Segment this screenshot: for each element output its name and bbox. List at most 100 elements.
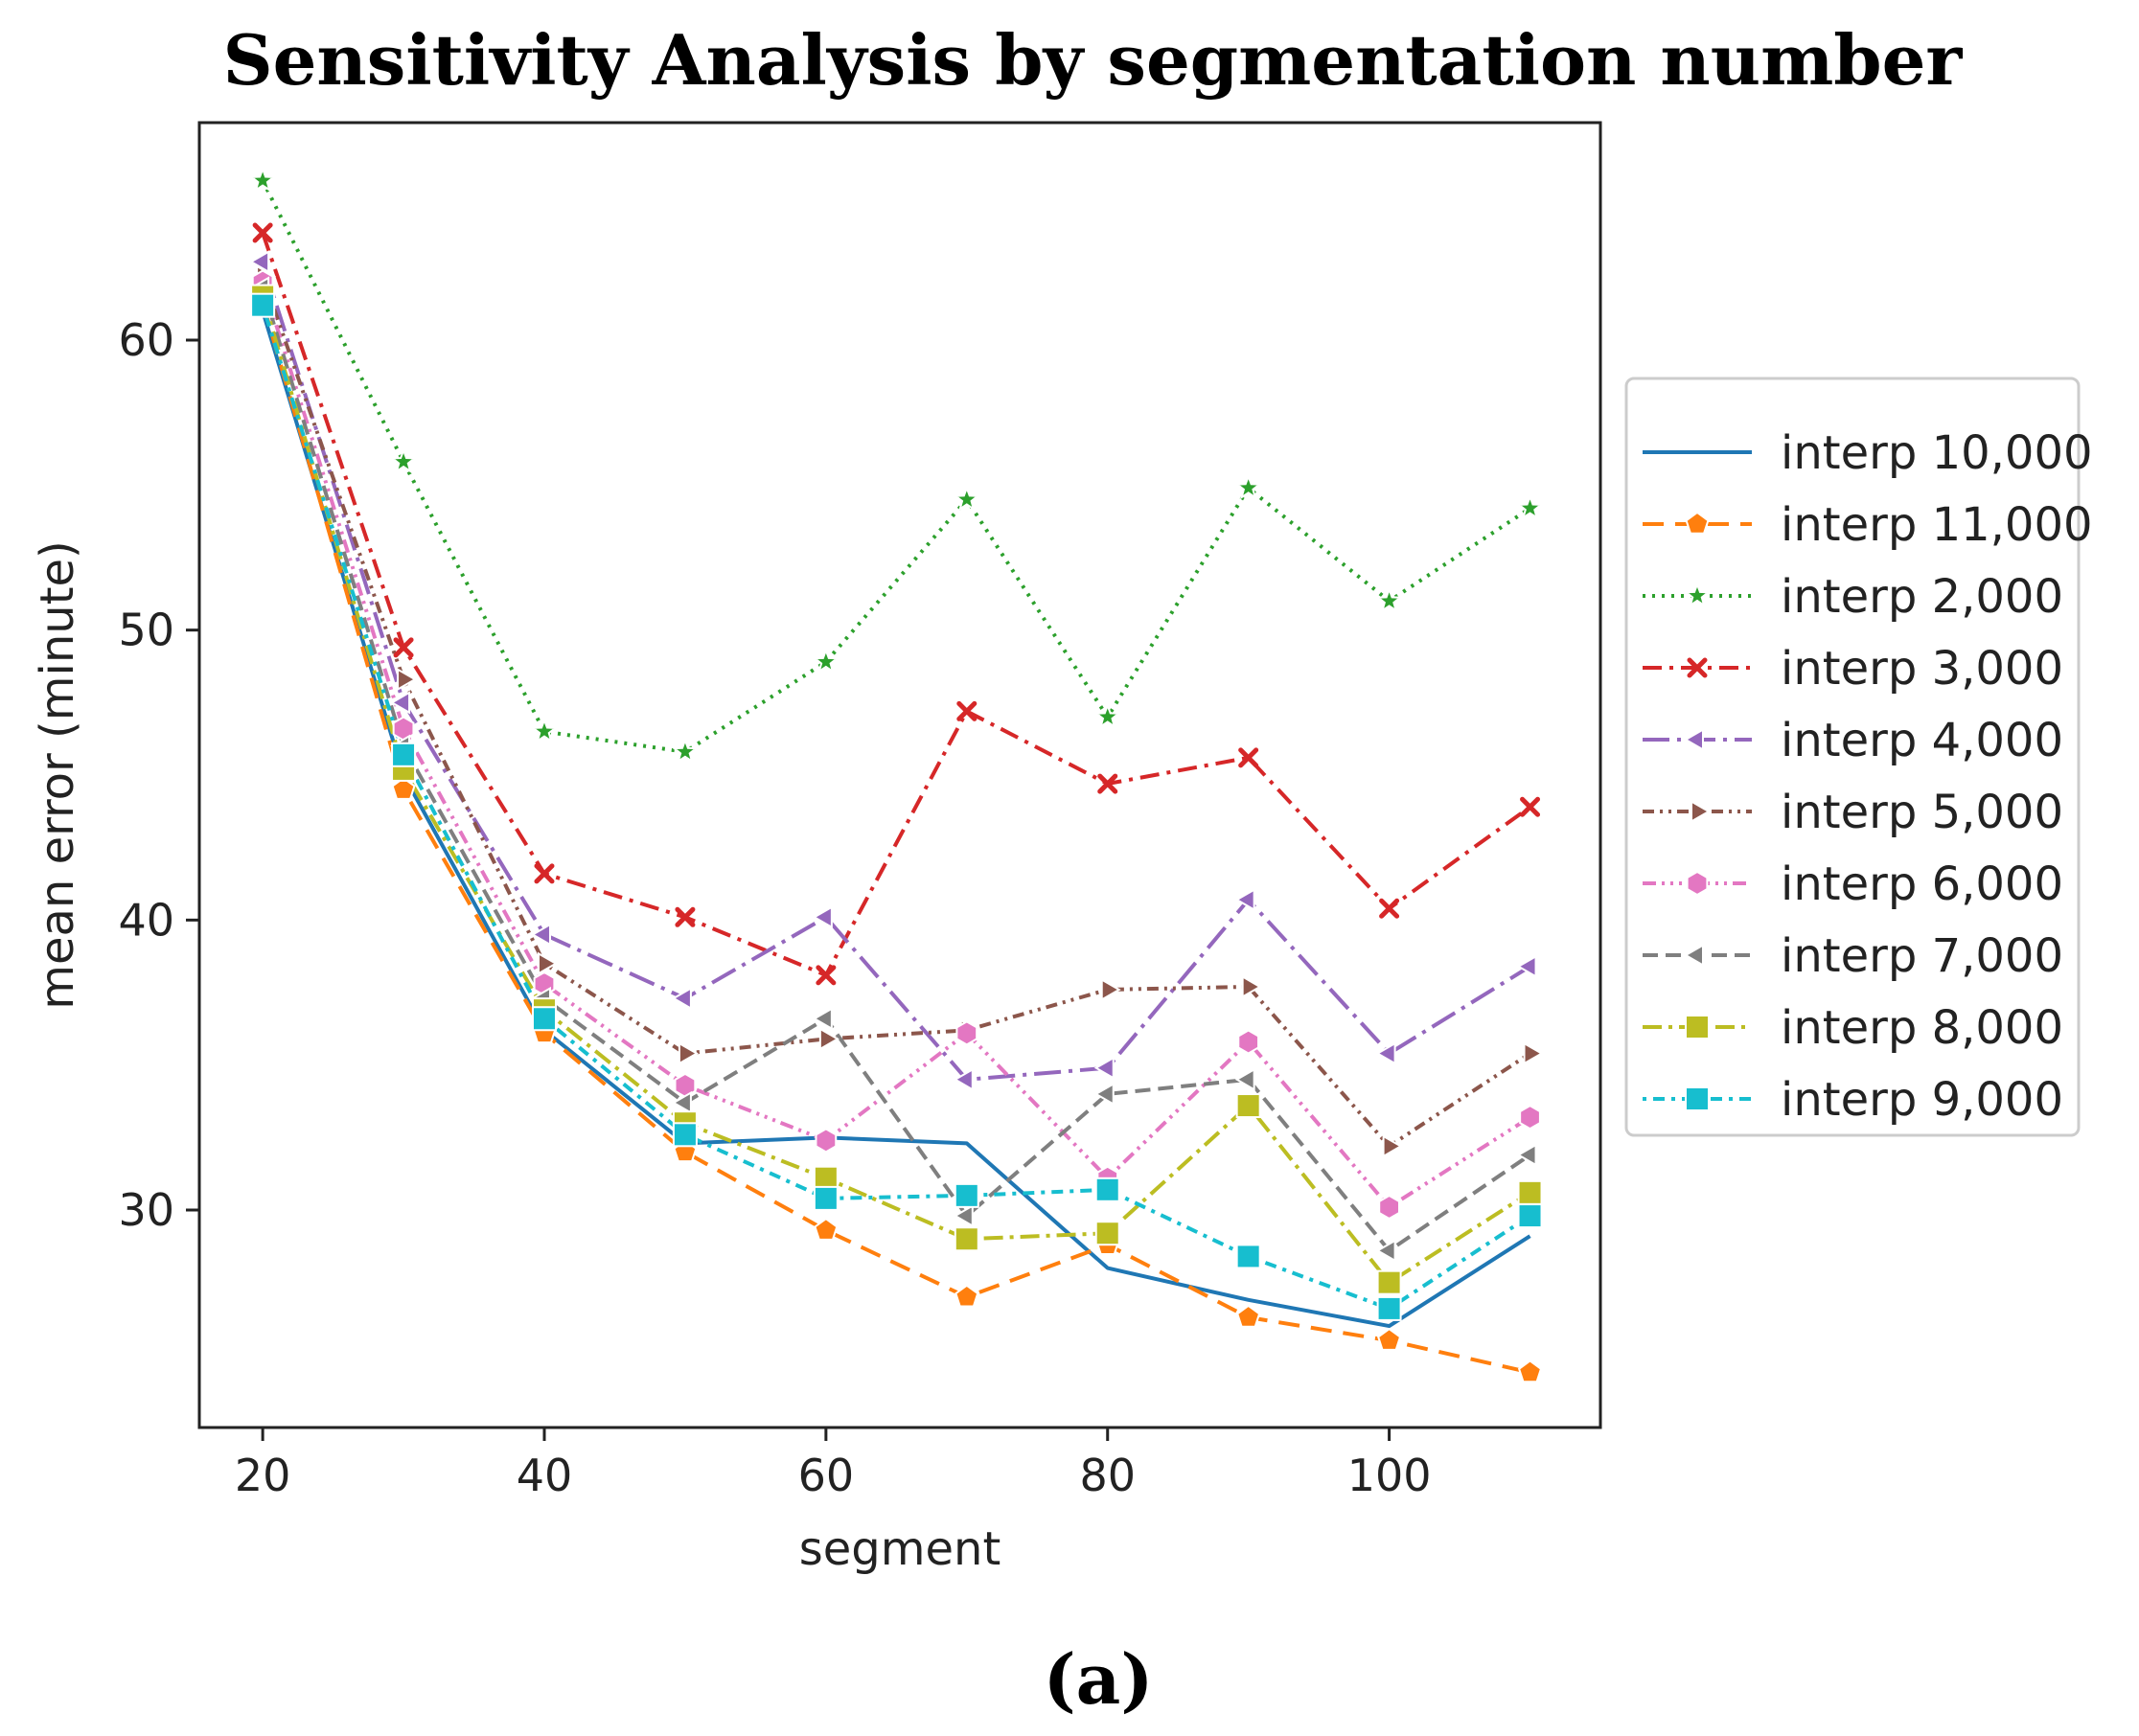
- data-point-interp-3-000: [1379, 898, 1400, 919]
- data-point-interp-4-000: [671, 986, 692, 1011]
- data-point-interp-2-000: [1093, 702, 1121, 729]
- data-point-interp-4-000: [1093, 1056, 1115, 1080]
- series-line-interp-9-000: [261, 305, 1531, 1311]
- data-point-interp-3-000: [252, 222, 273, 243]
- x-tick-label: 100: [1347, 1450, 1432, 1501]
- series-line-interp-5-000: [261, 275, 1531, 1149]
- data-point-interp-6-000: [955, 1020, 978, 1046]
- data-point-interp-2-000: [812, 648, 840, 674]
- data-point-interp-9-000: [531, 1006, 557, 1032]
- plot-frame: [197, 121, 1602, 1429]
- data-point-interp-9-000: [813, 1185, 839, 1211]
- legend-marker: [1687, 657, 1708, 678]
- data-point-interp-4-000: [1234, 888, 1255, 912]
- legend-label: interp 2,000: [1781, 570, 2063, 624]
- data-point-interp-3-000: [816, 965, 837, 986]
- data-point-interp-7-000: [1234, 1067, 1255, 1091]
- legend-label: interp 4,000: [1781, 714, 2063, 767]
- data-point-interp-2-000: [1516, 493, 1544, 520]
- data-point-interp-2-000: [248, 166, 277, 193]
- legend-label: interp 6,000: [1781, 857, 2063, 911]
- legend-marker: [1683, 582, 1712, 608]
- data-point-interp-9-000: [1235, 1244, 1261, 1269]
- data-point-interp-8-000: [1094, 1221, 1120, 1246]
- y-tick-label: 30: [118, 1184, 174, 1236]
- series-line-interp-8-000: [261, 296, 1531, 1285]
- legend-marker: [1683, 943, 1704, 968]
- plot-area: [197, 121, 1602, 1429]
- data-point-interp-9-000: [1376, 1295, 1402, 1321]
- data-point-interp-7-000: [1516, 1143, 1537, 1167]
- legend-marker: [1690, 799, 1712, 824]
- y-tick-label: 60: [118, 314, 174, 366]
- data-point-interp-2-000: [530, 717, 559, 743]
- data-point-interp-4-000: [953, 1067, 974, 1091]
- data-point-interp-11-000: [1377, 1327, 1402, 1351]
- series-line-interp-6-000: [261, 281, 1531, 1209]
- data-point-interp-9-000: [391, 742, 417, 767]
- legend: interp 10,000 interp 11,000 interp 2,000 in…: [1624, 377, 2093, 1137]
- x-tick-label: 60: [798, 1450, 855, 1501]
- data-point-interp-9-000: [1517, 1203, 1543, 1229]
- data-point-interp-7-000: [953, 1203, 974, 1228]
- data-point-interp-6-000: [1378, 1194, 1400, 1221]
- legend-marker: [1685, 1015, 1710, 1039]
- legend-marker: [1685, 1086, 1710, 1111]
- data-point-interp-2-000: [953, 485, 980, 512]
- legend-item: interp 6,000: [1643, 857, 2063, 911]
- data-point-interp-6-000: [392, 716, 415, 742]
- legend-label: interp 7,000: [1781, 929, 2063, 983]
- legend-item: interp 10,000: [1643, 426, 2093, 480]
- data-point-interp-7-000: [671, 1090, 692, 1115]
- series-lines: [261, 179, 1531, 1375]
- data-point-interp-4-000: [1375, 1041, 1396, 1065]
- data-point-interp-3-000: [534, 863, 555, 884]
- data-point-interp-9-000: [954, 1182, 979, 1208]
- data-point-interp-11-000: [391, 776, 416, 800]
- data-point-interp-2-000: [1234, 473, 1262, 500]
- series-line-interp-11-000: [261, 302, 1530, 1375]
- data-point-interp-2-000: [389, 447, 418, 474]
- series-line-interp-10-000: [261, 310, 1531, 1329]
- data-point-interp-5-000: [678, 1041, 699, 1065]
- data-point-interp-7-000: [1375, 1239, 1396, 1263]
- data-point-interp-5-000: [1382, 1134, 1403, 1158]
- legend-marker: [1683, 727, 1704, 752]
- legend-item: interp 2,000: [1643, 570, 2063, 624]
- legend-marker: [1685, 511, 1710, 535]
- data-point-interp-3-000: [1520, 796, 1541, 817]
- data-point-interp-2-000: [671, 737, 700, 764]
- data-point-interp-4-000: [530, 923, 551, 947]
- data-point-interp-11-000: [954, 1284, 979, 1308]
- y-tick-label: 40: [118, 894, 174, 946]
- data-point-interp-4-000: [390, 691, 411, 715]
- data-point-interp-11-000: [1236, 1304, 1261, 1328]
- legend-box: [1624, 377, 2081, 1137]
- legend-item: interp 8,000: [1643, 1001, 2063, 1055]
- data-point-interp-6-000: [1519, 1104, 1541, 1131]
- data-point-interp-9-000: [250, 292, 276, 318]
- data-point-interp-4-000: [812, 905, 833, 929]
- data-point-interp-6-000: [674, 1072, 697, 1099]
- data-point-interp-3-000: [675, 906, 696, 927]
- x-tick-label: 20: [235, 1450, 291, 1501]
- legend-label: interp 3,000: [1781, 642, 2063, 696]
- data-point-interp-11-000: [1517, 1359, 1543, 1383]
- data-point-interp-5-000: [537, 951, 558, 975]
- data-point-interp-4-000: [1516, 954, 1537, 978]
- data-point-interp-9-000: [672, 1122, 698, 1148]
- series-line-interp-4-000: [261, 261, 1531, 1082]
- data-point-interp-2-000: [1375, 586, 1403, 613]
- legend-label: interp 9,000: [1781, 1073, 2063, 1127]
- legend-item: interp 7,000: [1643, 929, 2063, 983]
- legend-item: interp 11,000: [1643, 498, 2093, 552]
- legend-label: interp 11,000: [1781, 498, 2093, 552]
- legend-label: interp 5,000: [1781, 786, 2063, 839]
- data-point-interp-8-000: [1517, 1179, 1543, 1205]
- x-tick-label: 80: [1079, 1450, 1136, 1501]
- legend-item: interp 9,000: [1643, 1073, 2063, 1127]
- legend-item: interp 5,000: [1643, 786, 2063, 839]
- legend-label: interp 8,000: [1781, 1001, 2063, 1055]
- data-point-interp-7-000: [812, 1007, 833, 1031]
